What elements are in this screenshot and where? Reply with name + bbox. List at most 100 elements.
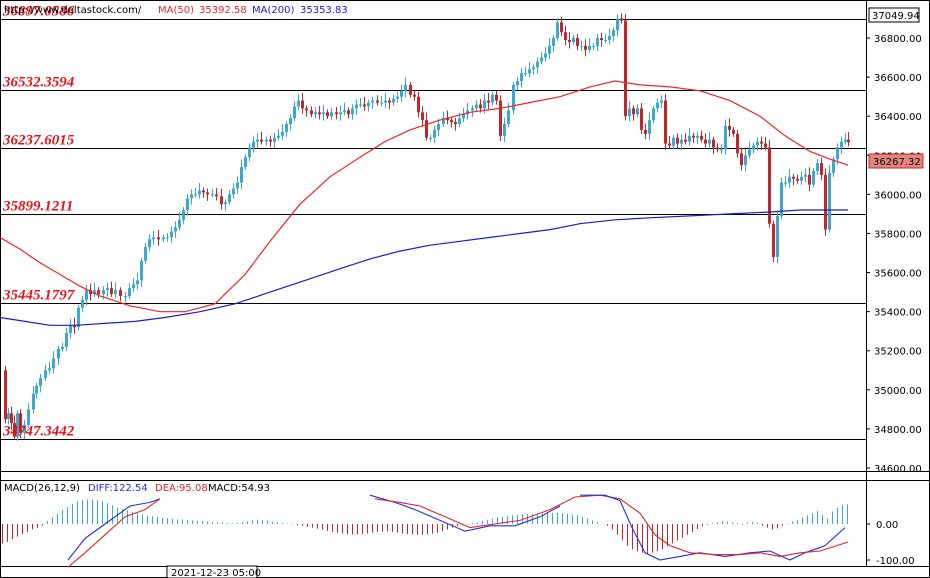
candle-bull [400,90,403,97]
candle-bear [736,133,739,154]
candle-bull [85,290,88,300]
candle-bull [437,124,440,130]
candle-bear [388,100,391,103]
candle-bull [784,182,787,184]
candle-bull [128,288,131,297]
moving-averages [0,80,849,326]
candle-bull [198,190,201,195]
candle-bull [148,239,151,248]
candle-bull [240,167,243,183]
candle-bear [446,118,449,121]
candle-bull [442,118,445,125]
ma200-label: MA(200) [252,5,294,16]
candle-bull [844,139,847,142]
candle-bull [812,170,815,185]
candle-bull [592,45,595,47]
candle-bear [318,112,321,115]
candle-bull [536,61,539,68]
candle-bear [684,139,687,142]
candle-bear [640,108,643,130]
macd-dea-line [67,498,161,568]
candle-bear [564,32,567,40]
candle-bull [744,155,747,166]
candle-bull [429,137,432,139]
candle-bear [495,94,498,101]
price-tick-label: 35200.00 [874,347,922,358]
candle-bull [32,393,35,410]
candle-bull [124,296,127,298]
level-label: 36532.3594 [2,75,75,91]
candle-bear [692,135,695,138]
candle-bear [712,139,715,148]
candle-bull [816,163,819,171]
candle-bear [487,100,490,103]
candle-bull [800,176,803,181]
candle-bull [367,102,370,107]
candle-bull [520,73,523,82]
candle-bull [507,110,510,125]
candle-bull [144,247,147,261]
candle-bull [77,307,80,328]
candle-bear [10,413,13,424]
candle-bear [215,194,218,197]
candle-bull [532,67,535,70]
candle-bear [220,196,223,205]
candle-bull [596,38,599,46]
candle-bear [450,120,453,123]
candle-bull [136,280,139,285]
candle-bull [252,141,255,148]
candle-bull [178,219,181,228]
candle-bear [772,223,775,257]
candle-bull [648,120,651,134]
macd-dea-line [619,498,849,557]
candle-bull [23,425,26,433]
candle-bull [720,149,723,151]
macd-dea-line [374,494,621,529]
candle-bull [359,104,362,106]
candle-bull [174,227,177,232]
level-label: 34747.3442 [2,424,75,440]
macd-value: MACD:54.93 [208,483,270,494]
candle-bull [273,137,276,142]
candle-bull [93,290,96,295]
candle-bull [612,30,615,37]
candle-bull [330,112,333,117]
candle-bull [371,100,374,103]
price-tick-label: 36000.00 [874,190,922,201]
candle-bull [572,38,575,42]
candle-bull [748,149,751,156]
candle-bear [624,20,627,117]
candle-bull [652,108,655,121]
level-labels: 36897.0586 36532.3594 36237.6015 35899.1211… [2,4,75,440]
candle-bear [110,288,113,295]
candle-bear [413,94,416,97]
price-tick-label: 36800.00 [874,34,922,45]
candle-bear [421,112,424,121]
candle-bear [676,137,679,144]
candle-bull [636,108,639,115]
candle-bull [680,139,683,144]
candle-bull [27,409,30,426]
candle-bear [824,174,827,230]
candle-bull [458,118,461,125]
candle-bull [106,288,109,291]
candle-bear [704,139,707,144]
candle-bull [512,84,515,111]
candle-bull [491,94,494,103]
candle-bear [568,39,571,42]
candle-bull [224,202,227,205]
candle-bear [417,96,420,113]
candle-bull [756,141,759,146]
candle-bull [724,125,727,150]
candle-bull [69,325,72,334]
candle-bull [696,135,699,138]
price-tick-label: 35600.00 [874,269,922,280]
candle-bull [57,348,60,359]
candle-bull [483,100,486,109]
candle-bull [170,231,173,238]
candle-bear [479,104,482,109]
candle-bull [65,333,68,347]
candle-bear [73,325,76,328]
level-label: 35899.1211 [2,199,73,215]
